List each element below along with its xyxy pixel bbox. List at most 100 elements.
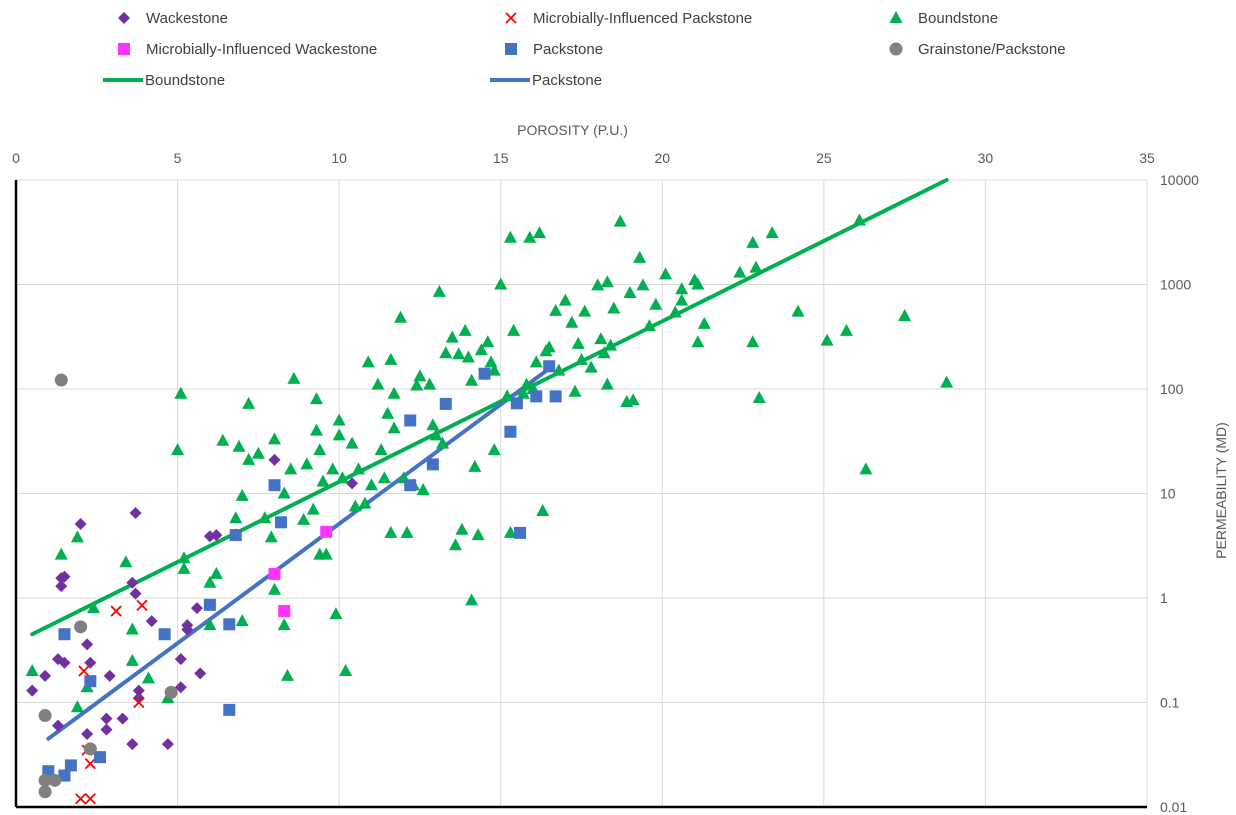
data-point-boundstone <box>426 418 440 431</box>
legend-marker-boundstone <box>889 11 903 23</box>
data-point-wackestone <box>174 653 187 666</box>
data-point-boundstone <box>364 478 378 491</box>
data-point-wackestone <box>126 738 139 751</box>
data-point-boundstone <box>313 443 327 456</box>
data-point-wackestone <box>145 615 158 628</box>
data-point-boundstone <box>268 432 282 445</box>
data-point-wackestone <box>129 587 142 600</box>
data-point-boundstone <box>691 335 705 348</box>
data-point-wackestone <box>39 669 52 682</box>
data-point-boundstone <box>532 226 546 239</box>
data-point-boundstone <box>461 350 475 363</box>
gridlines <box>16 180 1147 807</box>
data-point-boundstone <box>600 377 614 390</box>
data-point-packstone <box>404 414 417 427</box>
trendlines <box>30 178 949 741</box>
data-point-boundstone <box>377 471 391 484</box>
data-point-boundstone <box>387 421 401 434</box>
data-point-boundstone <box>300 457 314 470</box>
data-point-boundstone <box>432 284 446 297</box>
x-axis-ticks: 0 5 10 15 20 25 30 35 <box>12 150 1155 166</box>
trendline-packstone <box>46 364 555 741</box>
series-grainstone_packstone <box>38 373 178 799</box>
data-point-boundstone <box>235 614 249 627</box>
data-point-wackestone <box>194 667 207 680</box>
data-point-boundstone <box>746 235 760 248</box>
data-point-packstone <box>268 479 281 492</box>
data-point-wackestone <box>52 719 65 732</box>
data-point-packstone <box>58 628 71 641</box>
data-point-mi_packstone <box>78 665 90 677</box>
data-point-boundstone <box>119 555 133 568</box>
data-point-boundstone <box>452 347 466 360</box>
legend-label: Microbially-Influenced Packstone <box>533 10 752 27</box>
data-point-boundstone <box>268 582 282 595</box>
data-point-mi_wackestone <box>278 605 291 618</box>
data-point-boundstone <box>675 282 689 295</box>
data-point-packstone <box>158 628 171 641</box>
data-point-boundstone <box>329 607 343 620</box>
data-point-packstone <box>274 516 287 529</box>
data-point-wackestone <box>103 669 116 682</box>
data-point-grainstone_packstone <box>54 373 68 387</box>
x-tick-label: 30 <box>978 150 994 166</box>
x-tick-label: 0 <box>12 150 20 166</box>
legend-label: Wackestone <box>146 10 228 27</box>
data-point-boundstone <box>675 293 689 306</box>
data-point-boundstone <box>287 371 301 384</box>
data-point-boundstone <box>326 462 340 475</box>
data-point-boundstone <box>70 530 84 543</box>
data-point-wackestone <box>81 638 94 651</box>
data-point-boundstone <box>371 377 385 390</box>
data-point-boundstone <box>633 250 647 263</box>
data-point-wackestone <box>174 681 187 694</box>
data-point-boundstone <box>410 378 424 391</box>
legend-item-trendline-packstone: Packstone <box>490 72 602 89</box>
data-point-boundstone <box>465 373 479 386</box>
data-point-boundstone <box>626 393 640 406</box>
data-point-boundstone <box>552 363 566 376</box>
data-point-wackestone <box>26 684 39 697</box>
data-point-grainstone_packstone <box>38 785 52 799</box>
data-point-wackestone <box>100 712 113 725</box>
data-point-boundstone <box>235 488 249 501</box>
legend-label: Grainstone/Packstone <box>918 41 1066 58</box>
data-point-boundstone <box>529 355 543 368</box>
data-point-boundstone <box>481 335 495 348</box>
data-point-boundstone <box>494 277 508 290</box>
data-point-boundstone <box>487 363 501 376</box>
data-point-boundstone <box>600 275 614 288</box>
data-point-wackestone <box>346 477 359 490</box>
data-point-boundstone <box>471 528 485 541</box>
data-point-boundstone <box>791 304 805 317</box>
legend-item-grainstone_packstone: Grainstone/Packstone <box>889 41 1066 58</box>
data-point-boundstone <box>604 338 618 351</box>
data-point-boundstone <box>423 377 437 390</box>
data-point-packstone <box>549 390 562 403</box>
data-point-boundstone <box>203 618 217 631</box>
y-tick-label: 1000 <box>1160 277 1191 293</box>
data-point-grainstone_packstone <box>48 773 62 787</box>
legend-label: Packstone <box>533 41 603 58</box>
series-mi_wackestone <box>268 525 333 618</box>
data-point-boundstone <box>436 436 450 449</box>
legend-item-mi_packstone: Microbially-Influenced Packstone <box>505 10 752 27</box>
data-point-boundstone <box>549 303 563 316</box>
data-point-boundstone <box>448 538 462 551</box>
data-point-boundstone <box>429 428 443 441</box>
data-point-wackestone <box>210 529 223 542</box>
x-tick-label: 5 <box>174 150 182 166</box>
legend-item-trendline-boundstone: Boundstone <box>103 72 225 89</box>
data-point-boundstone <box>310 423 324 436</box>
y-tick-label: 0.01 <box>1160 799 1187 815</box>
y-tick-label: 10 <box>1160 486 1176 502</box>
data-point-packstone <box>530 390 543 403</box>
data-point-boundstone <box>584 360 598 373</box>
data-point-boundstone <box>852 213 866 226</box>
y-tick-label: 10000 <box>1160 172 1199 188</box>
data-point-grainstone_packstone <box>164 685 178 699</box>
legend-item-wackestone: Wackestone <box>118 10 228 27</box>
data-point-boundstone <box>839 323 853 336</box>
legend-item-packstone: Packstone <box>505 41 603 58</box>
data-point-wackestone <box>161 738 174 751</box>
